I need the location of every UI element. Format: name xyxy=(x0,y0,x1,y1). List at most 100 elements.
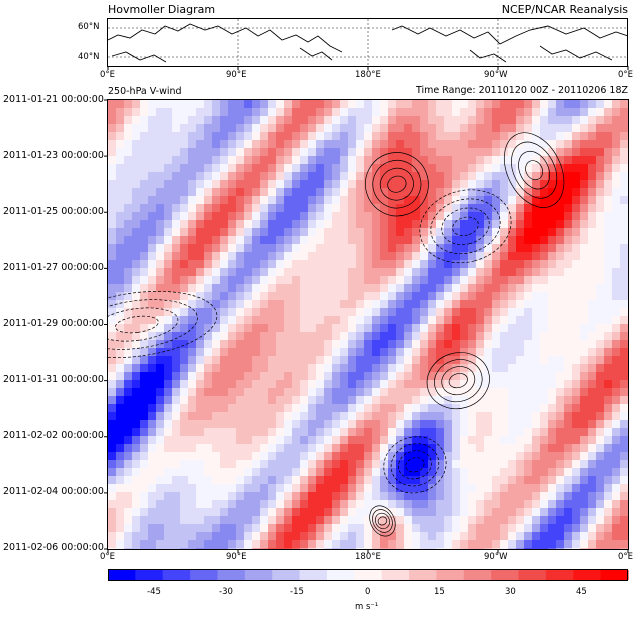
field-cell xyxy=(468,444,477,453)
field-cell xyxy=(500,148,509,157)
field-cell xyxy=(196,228,205,237)
field-cell xyxy=(476,548,485,549)
field-cell xyxy=(580,412,589,421)
field-cell xyxy=(484,268,493,277)
field-cell xyxy=(404,108,413,117)
field-cell xyxy=(436,324,445,333)
field-cell xyxy=(556,364,565,373)
field-cell xyxy=(276,332,285,341)
field-cell xyxy=(404,204,413,213)
field-cell xyxy=(540,452,549,461)
field-cell xyxy=(308,164,317,173)
field-cell xyxy=(148,164,157,173)
field-cell xyxy=(516,252,525,261)
field-cell xyxy=(508,380,517,389)
field-cell xyxy=(604,300,613,309)
field-cell xyxy=(620,428,628,437)
field-cell xyxy=(372,540,381,549)
field-cell xyxy=(268,324,277,333)
field-cell xyxy=(596,412,605,421)
field-cell xyxy=(484,172,493,181)
field-cell xyxy=(540,268,549,277)
field-cell xyxy=(140,116,149,125)
field-cell xyxy=(524,324,533,333)
field-cell xyxy=(252,308,261,317)
field-cell xyxy=(260,244,269,253)
field-cell xyxy=(420,108,429,117)
field-cell xyxy=(596,172,605,181)
field-cell xyxy=(124,148,133,157)
field-cell xyxy=(268,300,277,309)
field-cell xyxy=(132,252,141,261)
field-cell xyxy=(620,388,628,397)
field-cell xyxy=(140,340,149,349)
field-cell xyxy=(460,476,469,485)
field-cell xyxy=(116,476,125,485)
field-cell xyxy=(364,428,373,437)
field-cell xyxy=(220,284,229,293)
field-cell xyxy=(364,116,373,125)
field-cell xyxy=(420,308,429,317)
field-cell xyxy=(620,228,628,237)
field-cell xyxy=(468,108,477,117)
field-cell xyxy=(444,420,453,429)
field-cell xyxy=(244,428,253,437)
field-cell xyxy=(540,396,549,405)
field-cell xyxy=(588,372,597,381)
field-cell xyxy=(452,492,461,501)
field-cell xyxy=(484,404,493,413)
field-cell xyxy=(508,316,517,325)
field-cell xyxy=(292,156,301,165)
colorbar-segment xyxy=(381,570,410,580)
field-cell xyxy=(580,500,589,509)
field-cell xyxy=(612,532,621,541)
field-cell xyxy=(548,324,557,333)
field-cell xyxy=(260,372,269,381)
field-cell xyxy=(404,524,413,533)
field-cell xyxy=(604,260,613,269)
field-cell xyxy=(188,260,197,269)
field-cell xyxy=(444,196,453,205)
field-cell xyxy=(460,548,469,549)
field-cell xyxy=(268,532,277,541)
field-cell xyxy=(468,180,477,189)
field-cell xyxy=(428,508,437,517)
field-cell xyxy=(420,188,429,197)
field-cell xyxy=(548,300,557,309)
field-cell xyxy=(412,356,421,365)
field-cell xyxy=(212,428,221,437)
colorbar-tick: 45 xyxy=(576,587,587,597)
field-cell xyxy=(156,508,165,517)
field-cell xyxy=(468,428,477,437)
field-cell xyxy=(380,116,389,125)
field-cell xyxy=(140,468,149,477)
field-cell xyxy=(276,148,285,157)
field-cell xyxy=(292,524,301,533)
field-cell xyxy=(404,532,413,541)
field-cell xyxy=(188,460,197,469)
field-cell xyxy=(468,492,477,501)
field-cell xyxy=(524,332,533,341)
field-cell xyxy=(404,124,413,133)
field-cell xyxy=(388,188,397,197)
field-cell xyxy=(404,484,413,493)
field-cell xyxy=(500,396,509,405)
field-cell xyxy=(412,284,421,293)
field-cell xyxy=(244,260,253,269)
field-cell xyxy=(436,340,445,349)
field-cell xyxy=(468,140,477,149)
field-cell xyxy=(388,548,397,549)
field-cell xyxy=(412,236,421,245)
field-cell xyxy=(292,204,301,213)
field-cell xyxy=(468,284,477,293)
field-cell xyxy=(364,540,373,549)
field-cell xyxy=(372,308,381,317)
field-cell xyxy=(524,140,533,149)
field-cell xyxy=(580,252,589,261)
field-cell xyxy=(420,180,429,189)
field-cell xyxy=(468,172,477,181)
field-cell xyxy=(316,132,325,141)
field-cell xyxy=(596,404,605,413)
field-cell xyxy=(348,236,357,245)
field-cell xyxy=(276,516,285,525)
